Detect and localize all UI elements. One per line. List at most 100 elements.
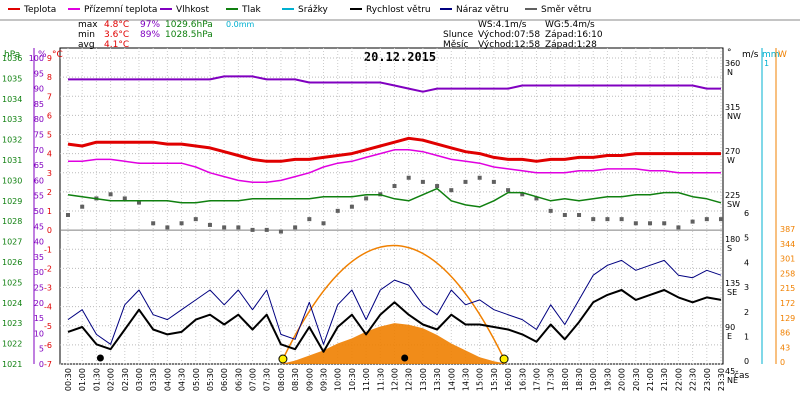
series-dir-point — [534, 196, 539, 201]
tick-label-time: 02:30 — [121, 368, 130, 391]
tick-label-dir-name: SE — [727, 288, 737, 297]
info-block: WS:4.1m/s WG:5.4m/s Slunce Východ:07:58 … — [443, 20, 603, 50]
stats-block: max 4.8°C 97% 1029.6hPa 0.0mm min 3.6°C … — [78, 20, 255, 50]
series-temp-line — [67, 136, 721, 163]
tick-label-time: 21:30 — [660, 368, 669, 391]
series-dir-point — [236, 225, 241, 230]
series-dir-point — [321, 221, 326, 226]
series-dir-point — [193, 217, 198, 222]
tick-label-dir: 315 — [725, 103, 740, 112]
series-dir-point — [349, 204, 354, 209]
tick-label-time: 23:00 — [703, 368, 712, 391]
tick-label-ms: 5 — [744, 234, 749, 243]
tick-label-time: 10:00 — [334, 368, 343, 391]
tick-label-hpa: 1021 — [2, 360, 22, 369]
tick-label-hpa: 1028 — [2, 217, 22, 226]
series-dir-point — [562, 213, 567, 217]
tick-label-hpa: 1036 — [2, 54, 22, 63]
legend-label: Tlak — [241, 5, 262, 15]
series-humidity-line — [68, 75, 721, 93]
stats-max-label: max — [78, 20, 98, 30]
tick-label-deg: -1 — [44, 245, 52, 254]
series-sun-area — [68, 323, 721, 364]
series-dir-point — [719, 217, 723, 222]
axis-x-label: čas — [734, 370, 749, 381]
tick-label-pct: 40 — [34, 238, 44, 247]
tick-label-time: 17:30 — [547, 368, 556, 391]
tick-label-time: 21:00 — [646, 368, 655, 391]
tick-label-time: 20:00 — [618, 368, 627, 391]
series-speed-line — [67, 289, 722, 353]
tick-label-ms: 3 — [744, 283, 749, 292]
tick-label-time: 23:30 — [717, 368, 726, 391]
tick-label-time: 05:00 — [192, 368, 201, 391]
tick-label-dir: 270 — [725, 147, 740, 156]
tick-label-deg: 7 — [47, 92, 52, 101]
moonrise-marker — [401, 354, 409, 362]
tick-label-pct: 65 — [34, 161, 44, 170]
series-dir-point — [122, 196, 127, 201]
series-dir-point — [619, 217, 624, 222]
tick-label-time: 06:30 — [234, 368, 243, 391]
series-dir-point — [605, 217, 610, 222]
series-dir-point — [520, 192, 525, 197]
tick-label-deg: 6 — [47, 111, 52, 120]
info-moon-set: Západ:1:28 — [545, 40, 597, 50]
tick-label-w: 172 — [780, 299, 795, 308]
tick-label-pct: 90 — [34, 85, 44, 94]
tick-label-time: 20:30 — [632, 368, 641, 391]
tick-label-hpa: 1023 — [2, 319, 22, 328]
axis-ms-label: m/s — [742, 50, 759, 60]
tick-label-pct: 100 — [29, 54, 44, 63]
series-dir-point — [80, 204, 85, 209]
tick-label-hpa: 1032 — [2, 136, 22, 145]
tick-label-time: 18:00 — [561, 368, 570, 391]
tick-label-dir-name: NE — [727, 376, 738, 385]
tick-label-time: 14:30 — [461, 368, 470, 391]
tick-label-time: 11:30 — [376, 368, 385, 391]
moonset-marker — [96, 354, 104, 362]
tick-label-deg: 5 — [47, 131, 52, 140]
legend-label: Vlhkost — [176, 5, 209, 15]
tick-label-pct: 50 — [34, 207, 44, 216]
tick-label-ms: 1 — [744, 333, 749, 342]
tick-label-ms: 4 — [744, 258, 749, 267]
tick-label-deg: 0 — [47, 226, 52, 235]
series-dir-point — [449, 188, 454, 193]
axis-mm-label: mm — [762, 50, 780, 60]
tick-label-time: 07:00 — [249, 368, 258, 391]
legend-label: Rychlost větru — [366, 5, 431, 15]
tick-label-w: 387 — [780, 225, 795, 234]
tick-label-ms: 0 — [744, 357, 749, 366]
stats-min-temp: 3.6°C — [104, 30, 129, 40]
tick-label-pct: 0 — [39, 360, 44, 369]
tick-label-time: 11:00 — [362, 368, 371, 391]
info-moon-label: Měsíc — [443, 40, 468, 50]
tick-label-deg: -6 — [44, 341, 52, 350]
tick-label-hpa: 1030 — [2, 176, 22, 185]
series-dir-point — [264, 227, 269, 232]
tick-label-hpa: 1022 — [2, 340, 22, 349]
series-layer — [66, 75, 723, 364]
tick-label-deg: 3 — [47, 169, 52, 178]
series-dir-point — [406, 175, 411, 180]
tick-label-hpa: 1024 — [2, 299, 22, 308]
tick-label-w: 258 — [780, 269, 795, 278]
tick-label-pct: 30 — [34, 268, 44, 277]
sunset-marker — [499, 354, 509, 364]
tick-label-time: 09:30 — [320, 368, 329, 391]
tick-label-hpa: 1035 — [2, 74, 22, 83]
tick-label-hpa: 1029 — [2, 197, 22, 206]
tick-label-time: 16:00 — [504, 368, 513, 391]
tick-label-time: 05:30 — [206, 368, 215, 391]
series-dir-point — [278, 229, 283, 234]
legend: Teplota Přízemní teplota Vlhkost Tlak Srážky… — [8, 5, 591, 15]
series-dir-point — [165, 225, 170, 230]
info-ws: WS:4.1m/s — [478, 20, 527, 30]
tick-label-time: 02:00 — [107, 368, 116, 391]
tick-label-time: 08:00 — [277, 368, 286, 391]
tick-label-pct: 20 — [34, 299, 44, 308]
tick-label-time: 15:30 — [490, 368, 499, 391]
tick-label-deg: 4 — [47, 150, 52, 159]
tick-label-time: 19:30 — [603, 368, 612, 391]
